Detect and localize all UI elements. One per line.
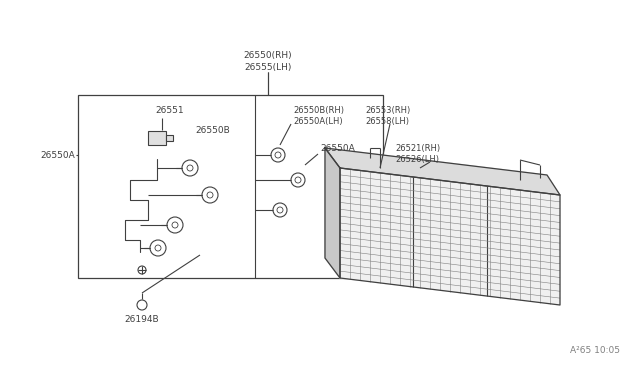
Polygon shape — [340, 168, 560, 305]
Text: 26550A: 26550A — [40, 151, 75, 160]
Text: 26550A: 26550A — [320, 144, 355, 153]
Text: 26551: 26551 — [155, 106, 184, 115]
Text: 26521(RH): 26521(RH) — [395, 144, 440, 153]
Text: 26194B: 26194B — [125, 315, 159, 324]
Text: 26558(LH): 26558(LH) — [365, 116, 409, 125]
Polygon shape — [325, 148, 340, 278]
Bar — [78, 95, 383, 278]
Text: 26550B: 26550B — [195, 125, 230, 135]
Bar — [166, 135, 173, 141]
Text: 26555(LH): 26555(LH) — [244, 62, 292, 71]
Polygon shape — [325, 148, 560, 195]
Text: 26553(RH): 26553(RH) — [365, 106, 410, 115]
Bar — [148, 131, 166, 145]
Text: 26526(LH): 26526(LH) — [395, 154, 439, 164]
Text: 26550A(LH): 26550A(LH) — [293, 116, 342, 125]
Text: 26550(RH): 26550(RH) — [244, 51, 292, 60]
Text: 26550B(RH): 26550B(RH) — [293, 106, 344, 115]
Text: A²65 10:05: A²65 10:05 — [570, 346, 620, 355]
